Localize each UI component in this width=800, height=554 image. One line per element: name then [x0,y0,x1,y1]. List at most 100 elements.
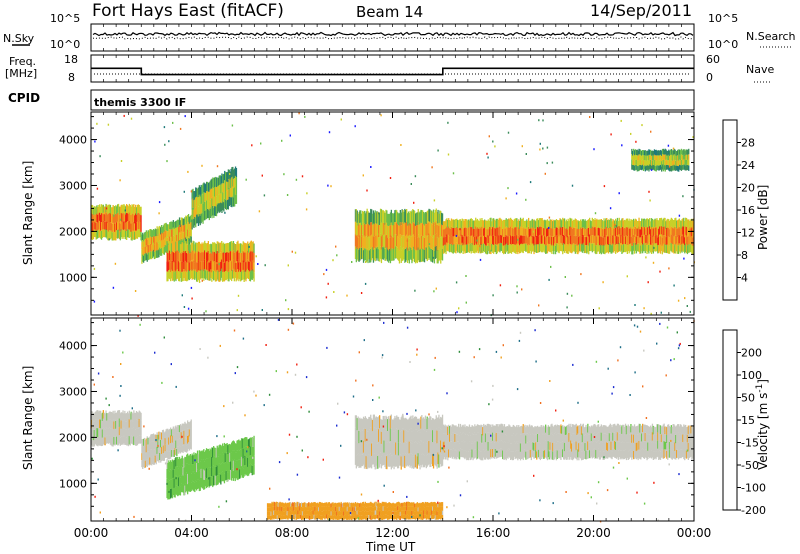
echo-cell [571,443,573,452]
echo-dot [190,286,193,289]
echo-cell [391,213,393,225]
echo-dot [113,214,115,217]
echo-cell [672,150,674,156]
echo-cell [498,235,500,244]
echo-cell [467,451,469,460]
echo-cell [372,249,375,263]
echo-cell [217,194,219,204]
ytick-label: 3000 [59,179,87,192]
echo-cell [233,450,235,460]
echo-cell [669,150,671,156]
echo-cell [390,235,392,248]
echo-cell [187,482,190,492]
echo-cell [464,219,466,228]
echo-cell [200,477,202,487]
echo-cell [439,235,441,248]
ytick-label: 4000 [59,134,87,147]
echo-cell [467,443,470,452]
echo-cell [672,228,674,237]
echo-cell [399,222,401,235]
echo-cell [233,197,235,207]
echo-cell [140,215,142,224]
echo-cell [570,448,572,458]
echo-cell [229,251,231,261]
echo-cell [189,216,191,223]
echo-cell [403,442,405,455]
echo-cell [679,149,681,155]
echo-cell [428,208,430,222]
echo-cell [420,209,422,223]
echo-cell [226,252,228,261]
echo-cell [189,229,191,236]
echo-cell [152,237,154,245]
echo-cell [668,160,670,166]
echo-cell [542,236,544,245]
echo-cell [518,450,520,459]
echo-cell [515,245,517,254]
echo-cell [426,248,428,262]
echo-cell [577,449,579,458]
echo-cell [686,245,689,255]
echo-cell [378,249,380,262]
echo-cell [355,441,357,456]
echo-cell [486,432,488,442]
echo-cell [362,246,364,259]
echo-cell [453,236,455,245]
echo-cell [678,160,680,167]
echo-cell [679,245,681,254]
echo-cell [605,244,607,254]
echo-cell [175,448,177,456]
echo-cell [528,244,530,254]
echo-cell [182,262,184,272]
echo-cell [644,244,646,254]
echo-cell [618,226,620,235]
echo-cell [135,222,138,231]
echo-cell [406,442,408,455]
echo-cell [144,439,147,447]
echo-cell [117,212,120,221]
echo-cell [466,434,468,444]
echo-cell [526,425,528,434]
echo-dot [621,144,623,147]
echo-cell [472,451,474,461]
echo-cell [519,435,521,443]
echo-cell [490,245,492,255]
echo-cell [172,460,174,470]
echo-cell [223,173,225,184]
echo-cell [241,448,244,458]
echo-cell [502,441,504,451]
echo-cell [188,422,191,430]
echo-cell [535,221,537,230]
echo-cell [357,416,359,429]
echo-cell [121,436,123,445]
echo-cell [227,179,229,190]
echo-cell [544,427,546,435]
echo-cell [180,432,182,439]
echo-cell [669,219,672,228]
echo-cell [652,220,654,229]
echo-cell [602,229,604,238]
echo-cell [660,217,663,227]
echo-cell [573,243,576,252]
echo-cell [410,415,412,429]
echo-cell [468,449,471,458]
echo-cell [641,218,643,227]
echo-cell [449,221,452,229]
echo-cell [100,421,103,430]
echo-cell [250,437,252,447]
echo-cell [182,239,184,247]
echo-cell [181,217,183,226]
echo-cell [615,218,617,228]
echo-cell [465,434,467,443]
echo-cell [674,235,676,245]
echo-cell [628,227,630,236]
echo-cell [465,227,467,236]
echo-cell [536,426,538,435]
echo-dot [525,153,527,155]
echo-cell [176,260,178,270]
echo-cell [575,227,577,236]
echo-cell [149,450,151,458]
echo-cell [387,225,389,238]
echo-cell [99,436,101,446]
echo-cell [402,247,404,261]
